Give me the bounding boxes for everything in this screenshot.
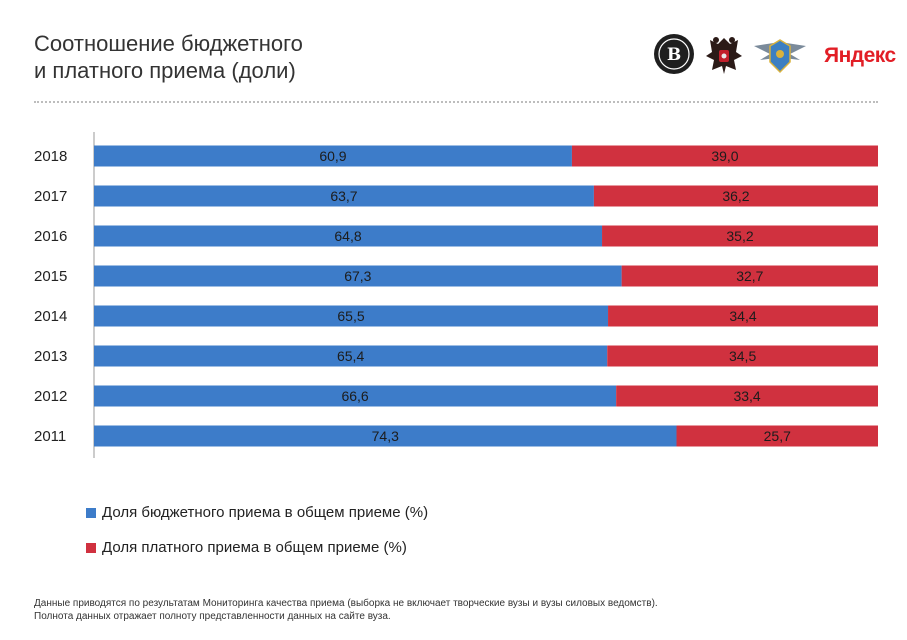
y-tick-label: 2011 (34, 428, 66, 445)
legend-swatch-paid (86, 543, 96, 553)
y-tick-label: 2014 (34, 308, 67, 325)
data-label-paid: 39,0 (711, 148, 738, 164)
hse-logo: В (654, 34, 694, 74)
bar-budget (94, 185, 594, 207)
data-label-paid: 34,4 (729, 308, 756, 324)
bar-paid (608, 305, 878, 327)
bar-paid (607, 345, 878, 367)
data-label-budget: 63,7 (330, 188, 357, 204)
legend-label-budget: Доля бюджетного приема в общем приеме (%… (102, 504, 429, 521)
yandex-logo: Яндекс (824, 44, 896, 67)
chart-title: Соотношение бюджетного и платного приема… (34, 30, 454, 84)
bar-budget (94, 305, 609, 327)
y-tick-label: 2012 (34, 388, 67, 405)
footnote: Данные приводятся по результатам Монитор… (34, 597, 658, 623)
bar-budget (94, 345, 608, 367)
data-label-paid: 32,7 (736, 268, 763, 284)
data-label-paid: 25,7 (764, 428, 791, 444)
data-label-budget: 66,6 (341, 388, 368, 404)
rosobrnadzor-emblem-logo (754, 39, 806, 74)
data-label-paid: 34,5 (729, 348, 756, 364)
data-label-budget: 60,9 (319, 148, 346, 164)
data-label-budget: 74,3 (372, 428, 399, 444)
bar-paid (616, 385, 878, 407)
legend-swatch-budget (86, 508, 96, 518)
bar-paid (571, 145, 878, 167)
data-label-paid: 35,2 (726, 228, 753, 244)
bar-budget (94, 385, 617, 407)
title-divider (34, 101, 878, 103)
data-label-budget: 65,5 (337, 308, 364, 324)
data-label-budget: 64,8 (334, 228, 361, 244)
partner-logos: В Яндекс (648, 30, 896, 80)
legend-label-paid: Доля платного приема в общем приеме (%) (102, 539, 407, 556)
bar-paid (676, 425, 878, 447)
data-label-paid: 36,2 (722, 188, 749, 204)
bar-budget (94, 145, 572, 167)
y-tick-label: 2016 (34, 228, 67, 245)
y-tick-label: 2018 (34, 148, 67, 165)
y-tick-label: 2017 (34, 188, 67, 205)
data-label-paid: 33,4 (733, 388, 760, 404)
stacked-bar-chart: 2018 60,9 39,0 2017 63,7 36,2 2016 64,8 35,2 2015… (34, 132, 878, 458)
footnote-line-1: Данные приводятся по результатам Монитор… (34, 598, 658, 609)
bar-paid (593, 185, 878, 207)
bar-paid (621, 265, 878, 287)
data-label-budget: 67,3 (344, 268, 371, 284)
svg-text:В: В (667, 45, 681, 65)
footnote-line-2: Полнота данных отражает полноту представ… (34, 611, 391, 622)
y-tick-label: 2013 (34, 348, 67, 365)
bar-budget (94, 265, 622, 287)
bar-budget (94, 225, 603, 247)
russia-coat-of-arms-logo (706, 37, 742, 74)
chart-title-line-1: Соотношение бюджетного (34, 31, 303, 56)
bar-budget (94, 425, 677, 447)
y-tick-label: 2015 (34, 268, 67, 285)
data-label-budget: 65,4 (337, 348, 364, 364)
chart-title-line-2: и платного приема (доли) (34, 58, 296, 83)
bar-paid (602, 225, 878, 247)
